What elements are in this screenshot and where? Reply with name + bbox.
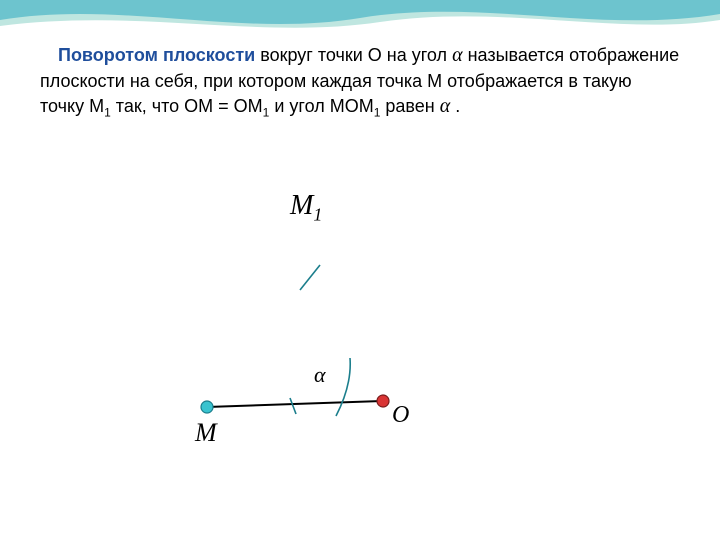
- def-sub1: 1: [104, 106, 111, 120]
- label-m1-sub: 1: [313, 205, 322, 225]
- wave-decoration: [0, 0, 720, 40]
- definition-paragraph: xxПоворотом плоскости вокруг точки О на …: [40, 42, 680, 121]
- diagram-svg: [0, 170, 720, 540]
- def-part1: вокруг точки О на угол: [255, 45, 452, 65]
- point-o: [377, 395, 389, 407]
- label-m1-text: М: [290, 190, 313, 221]
- slide: xxПоворотом плоскости вокруг точки О на …: [0, 0, 720, 540]
- label-alpha: α: [314, 362, 326, 388]
- def-part4: и угол МОМ: [269, 96, 373, 116]
- label-m: М: [195, 418, 217, 448]
- segment-om: [207, 401, 383, 407]
- tick-om1: [300, 265, 320, 290]
- definition-lead: Поворотом плоскости: [58, 45, 255, 65]
- def-part6: .: [450, 96, 460, 116]
- alpha-symbol-1: α: [452, 44, 463, 66]
- def-part3: так, что ОМ = ОМ: [111, 96, 263, 116]
- def-part5: равен: [380, 96, 439, 116]
- label-o: О: [392, 402, 409, 429]
- rotation-diagram: М1 М О α: [0, 170, 720, 540]
- alpha-symbol-2: α: [440, 95, 451, 117]
- label-m1: М1: [290, 190, 322, 226]
- angle-arc: [336, 358, 350, 416]
- tick-om: [290, 398, 296, 414]
- point-m: [201, 401, 213, 413]
